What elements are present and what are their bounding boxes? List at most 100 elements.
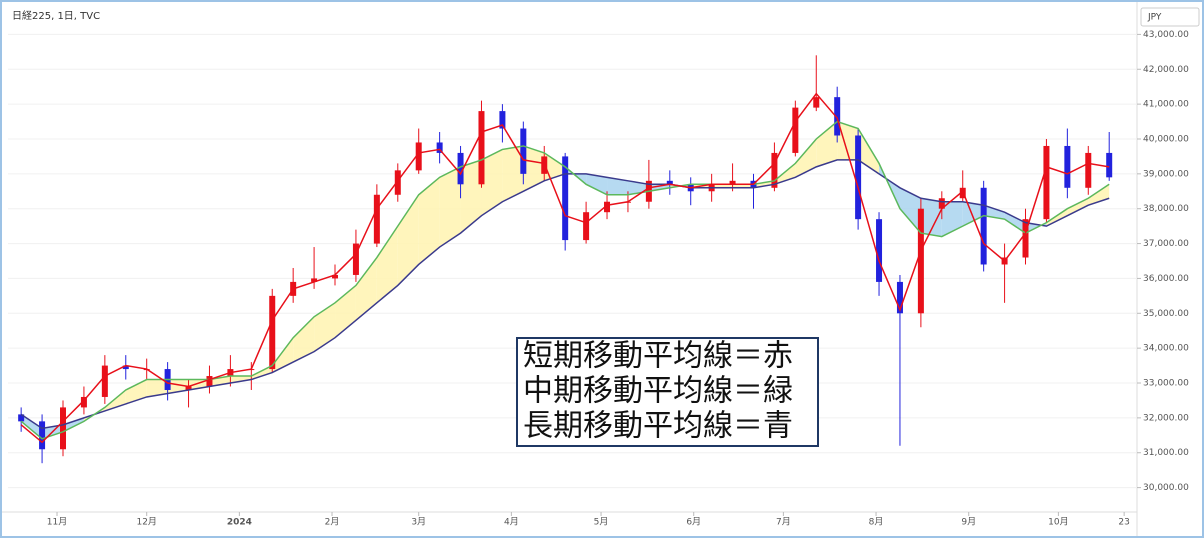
ma-band — [230, 376, 252, 384]
plot: 30,000.00 31,000.00 32,000.00 33,000.00 34,0… — [8, 30, 1189, 528]
candle-body — [1085, 152, 1092, 188]
x-tick-label: 4月 — [504, 517, 519, 528]
ma-band — [376, 226, 398, 303]
candle-body — [917, 208, 924, 314]
candle-body — [332, 274, 339, 279]
x-tick-label: 6月 — [686, 517, 701, 528]
candle-body — [813, 97, 820, 108]
ma-band — [481, 149, 503, 216]
ma-band — [1004, 212, 1026, 234]
ma-band — [648, 184, 670, 192]
ma-band — [418, 177, 440, 265]
y-tick-label: 36,000.00 — [1143, 274, 1189, 284]
x-tick-label: 23 — [1118, 518, 1129, 528]
ma-band — [125, 379, 147, 404]
ma-band — [314, 302, 336, 352]
ma-band — [837, 121, 859, 160]
y-tick-label: 41,000.00 — [1143, 100, 1189, 110]
candle-body — [39, 421, 46, 450]
ma-band — [983, 205, 1005, 220]
x-tick-label: 2024 — [227, 518, 252, 528]
ma-band — [1088, 184, 1110, 206]
candle-body — [185, 386, 192, 390]
y-tick-label: 40,000.00 — [1143, 134, 1189, 144]
moving-average — [20, 159, 1110, 430]
annotation: 長期移動平均線＝青 — [523, 409, 793, 444]
ma-band — [899, 187, 921, 234]
ma-band — [607, 177, 628, 195]
currency-box — [1140, 7, 1200, 27]
ma-band — [795, 138, 817, 178]
ma-band — [544, 152, 566, 181]
candle-body — [1064, 145, 1071, 188]
candle-body — [792, 107, 799, 153]
ma-band — [272, 337, 294, 373]
candle-body — [206, 376, 213, 387]
candle-body — [1106, 152, 1113, 178]
ma-band — [460, 159, 482, 234]
ma-band — [586, 173, 608, 195]
annotation: 短期移動平均線＝赤 — [523, 339, 793, 374]
candle-body — [896, 281, 903, 314]
candle-body — [771, 152, 778, 188]
ma-band — [21, 414, 43, 439]
candle-body — [855, 135, 862, 220]
candle-body — [666, 180, 673, 185]
candle-body — [436, 142, 443, 153]
candle-body — [311, 278, 318, 282]
y-tick-label: 31,000.00 — [1143, 448, 1189, 458]
x-tick-label: 10月 — [1048, 517, 1068, 528]
y-tick-label: 37,000.00 — [1143, 239, 1189, 249]
ma-band — [962, 201, 984, 227]
y-tick-label: 30,000.00 — [1143, 483, 1189, 493]
candle-body — [352, 243, 359, 275]
candle-body — [122, 365, 129, 370]
annotation-box — [516, 337, 819, 447]
ma-band — [397, 194, 419, 286]
y-tick-label: 32,000.00 — [1143, 413, 1189, 423]
candle-body — [938, 198, 945, 209]
ma-band — [753, 180, 775, 188]
candle-body — [269, 295, 276, 370]
x-tick-label: 11月 — [47, 517, 67, 528]
y-tick-label: 33,000.00 — [1143, 379, 1189, 389]
x-tick-label: 8月 — [869, 517, 884, 528]
candle-body — [478, 111, 485, 185]
candle-body — [18, 414, 25, 422]
x-tick-label: 12月 — [136, 517, 156, 528]
candle-body — [562, 156, 569, 241]
ma-band — [63, 417, 84, 432]
x-tick-label: 5月 — [594, 517, 609, 528]
y-tick-label: 35,000.00 — [1143, 309, 1189, 319]
candle-body — [583, 212, 590, 241]
x-tick-label: 7月 — [776, 517, 791, 528]
ma-band — [565, 166, 587, 185]
ma-band — [146, 379, 168, 397]
ma-band — [879, 163, 900, 209]
candle-body — [1043, 145, 1050, 220]
candle-body — [499, 111, 506, 129]
x-tick-label: 9月 — [961, 517, 976, 528]
candle-body — [60, 407, 67, 450]
candle-body — [876, 219, 883, 282]
candle-body — [604, 201, 611, 213]
y-tick-label: 42,000.00 — [1143, 65, 1189, 75]
ma-band — [502, 145, 524, 202]
ma-band — [439, 166, 461, 248]
candle-body — [980, 187, 987, 265]
ma-band — [711, 184, 733, 188]
ma-band — [293, 316, 315, 363]
moving-average — [20, 92, 1110, 444]
currency: JPY — [1147, 13, 1162, 23]
y-tick-label: 43,000.00 — [1143, 30, 1189, 40]
ma-band — [251, 365, 273, 380]
moving-average — [20, 120, 1110, 440]
chart-title: 日経225, 1日, TVC — [12, 9, 100, 22]
ma-band — [732, 184, 754, 188]
x-tick-label: 2月 — [325, 517, 340, 528]
ma-band — [816, 121, 838, 167]
candle-body — [373, 194, 380, 244]
y-tick-label: 34,000.00 — [1143, 344, 1189, 354]
annotation: 中期移動平均線＝緑 — [523, 374, 793, 409]
